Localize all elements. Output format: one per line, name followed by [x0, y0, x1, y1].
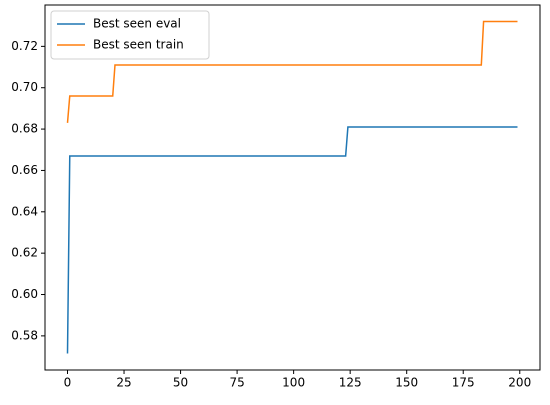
x-tick-label: 175	[452, 376, 475, 390]
x-tick-label: 25	[116, 376, 131, 390]
y-tick-label: 0.60	[11, 287, 38, 301]
x-tick-label: 0	[64, 376, 72, 390]
legend-label: Best seen train	[93, 38, 184, 52]
x-tick-label: 150	[395, 376, 418, 390]
x-tick-label: 50	[173, 376, 188, 390]
series-line	[66, 20, 518, 123]
y-tick-label: 0.62	[11, 246, 38, 260]
series-line	[66, 126, 518, 354]
x-tick-label: 75	[229, 376, 244, 390]
legend-box	[50, 10, 210, 60]
legend-label: Best seen eval	[93, 17, 181, 31]
y-tick-label: 0.64	[11, 204, 38, 218]
y-tick-label: 0.72	[11, 39, 38, 53]
y-tick-label: 0.66	[11, 163, 38, 177]
x-tick-label: 200	[508, 376, 531, 390]
x-tick-label: 100	[282, 376, 305, 390]
y-tick-label: 0.68	[11, 122, 38, 136]
y-tick-label: 0.70	[11, 80, 38, 94]
x-tick-label: 125	[339, 376, 362, 390]
y-tick-label: 0.58	[11, 328, 38, 342]
axes-frame	[44, 4, 541, 371]
